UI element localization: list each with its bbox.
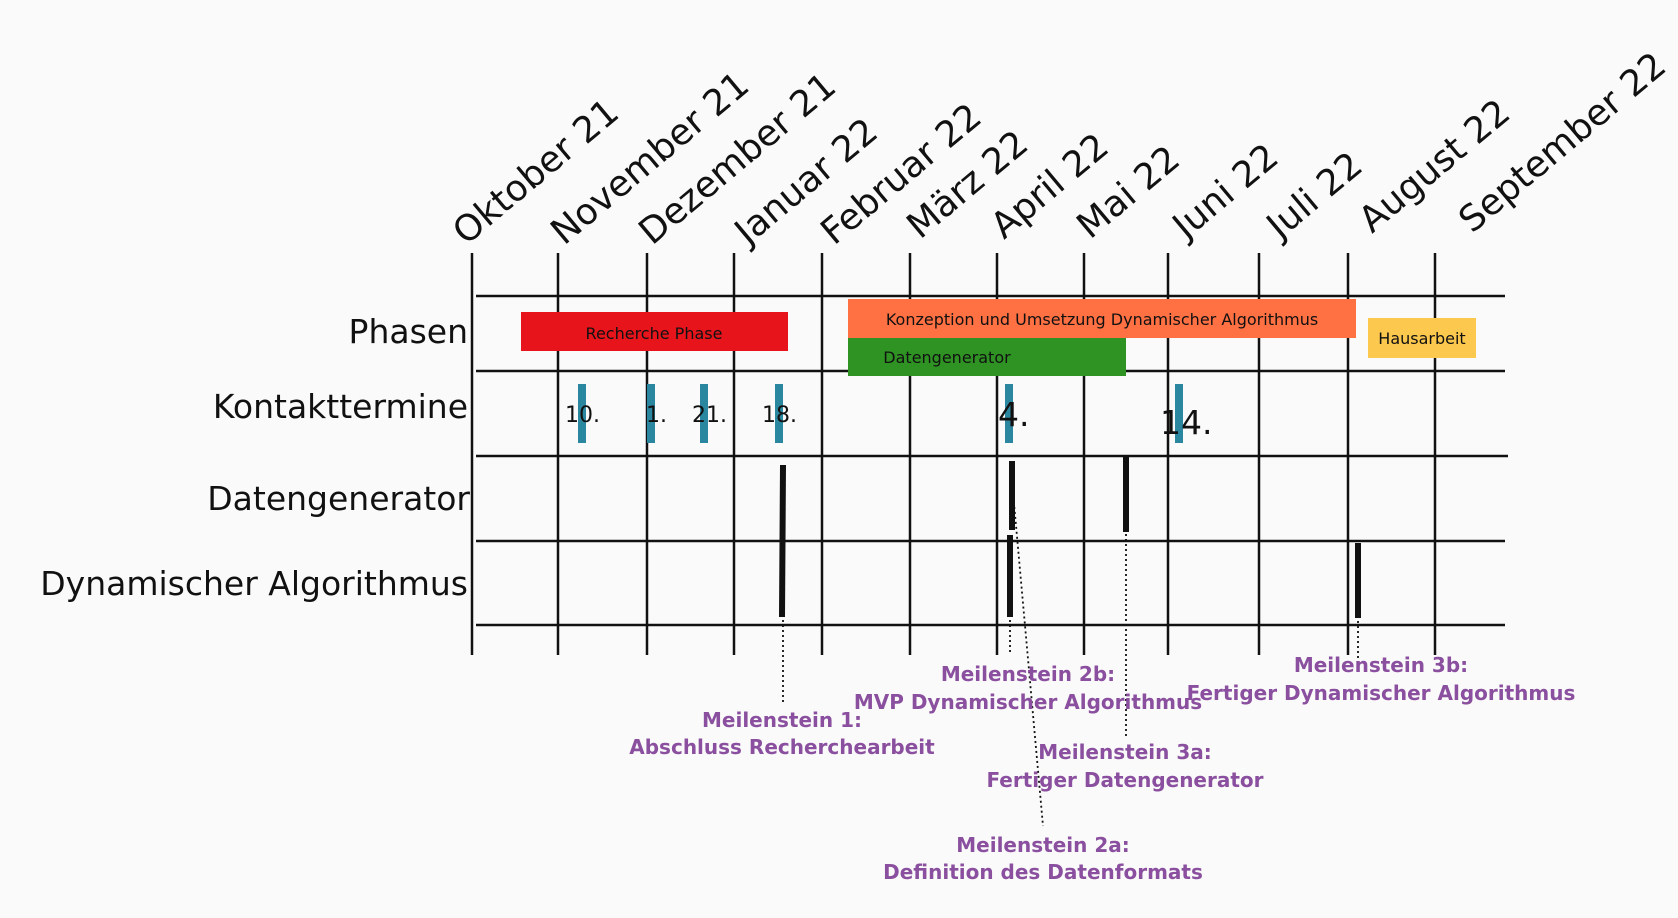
milestone-marker-m1 xyxy=(779,464,786,618)
milestone-m2a-title: Meilenstein 2a: xyxy=(956,833,1129,857)
milestone-markers xyxy=(779,456,1361,618)
contact-marker-5 xyxy=(1005,384,1013,443)
leader-m2a xyxy=(1012,491,1044,827)
month-label-oktober: Oktober 21 xyxy=(445,91,626,253)
contact-label-1: 10. xyxy=(565,403,600,428)
row-label-dynamischer-algorithmus: Dynamischer Algorithmus xyxy=(40,564,468,603)
milestone-m1-title: Meilenstein 1: xyxy=(702,708,862,732)
contact-markers xyxy=(578,384,1183,443)
contact-marker-3 xyxy=(700,384,708,443)
milestone-m1-subtitle: Abschluss Recherchearbeit xyxy=(629,735,935,759)
contact-label-6: 14. xyxy=(1160,403,1212,442)
contact-label-4: 18. xyxy=(762,403,797,428)
milestone-m3a-subtitle: Fertiger Datengenerator xyxy=(986,768,1263,792)
contact-marker-6 xyxy=(1175,384,1183,443)
milestone-m3b-title: Meilenstein 3b: xyxy=(1294,653,1468,677)
contact-label-5: 4. xyxy=(998,395,1030,434)
bar-label-konzeption: Konzeption und Umsetzung Dynamischer Alg… xyxy=(886,310,1318,329)
bar-datengenerator xyxy=(848,338,1126,376)
bar-label-datengenerator: Datengenerator xyxy=(883,348,1011,367)
month-label-juni: Juni 22 xyxy=(1164,136,1287,248)
bar-label-hausarbeit: Hausarbeit xyxy=(1378,329,1465,348)
contact-marker-2 xyxy=(647,384,655,443)
contact-label-2: 1. xyxy=(646,403,667,428)
milestone-m3a-title: Meilenstein 3a: xyxy=(1038,740,1211,764)
milestone-m3b-subtitle: Fertiger Dynamischer Algorithmus xyxy=(1187,681,1576,705)
contact-marker-1 xyxy=(578,384,586,443)
row-label-phasen: Phasen xyxy=(349,312,468,351)
milestone-m2b-subtitle: MVP Dynamischer Algorithmus xyxy=(854,690,1202,714)
milestone-m2a-subtitle: Definition des Datenformats xyxy=(883,860,1203,884)
bar-recherche-phase xyxy=(521,312,788,351)
bar-label-recherche: Recherche Phase xyxy=(586,324,723,343)
milestone-leaders xyxy=(782,491,1359,827)
row-label-datengenerator: Datengenerator xyxy=(207,479,470,518)
bar-hausarbeit xyxy=(1368,318,1476,358)
row-label-kontakttermine: Kontakttermine xyxy=(213,387,468,426)
milestone-m2b-title: Meilenstein 2b: xyxy=(941,662,1115,686)
bar-konzeption xyxy=(848,299,1356,338)
contact-label-3: 21. xyxy=(692,403,727,428)
contact-marker-4 xyxy=(775,384,783,443)
